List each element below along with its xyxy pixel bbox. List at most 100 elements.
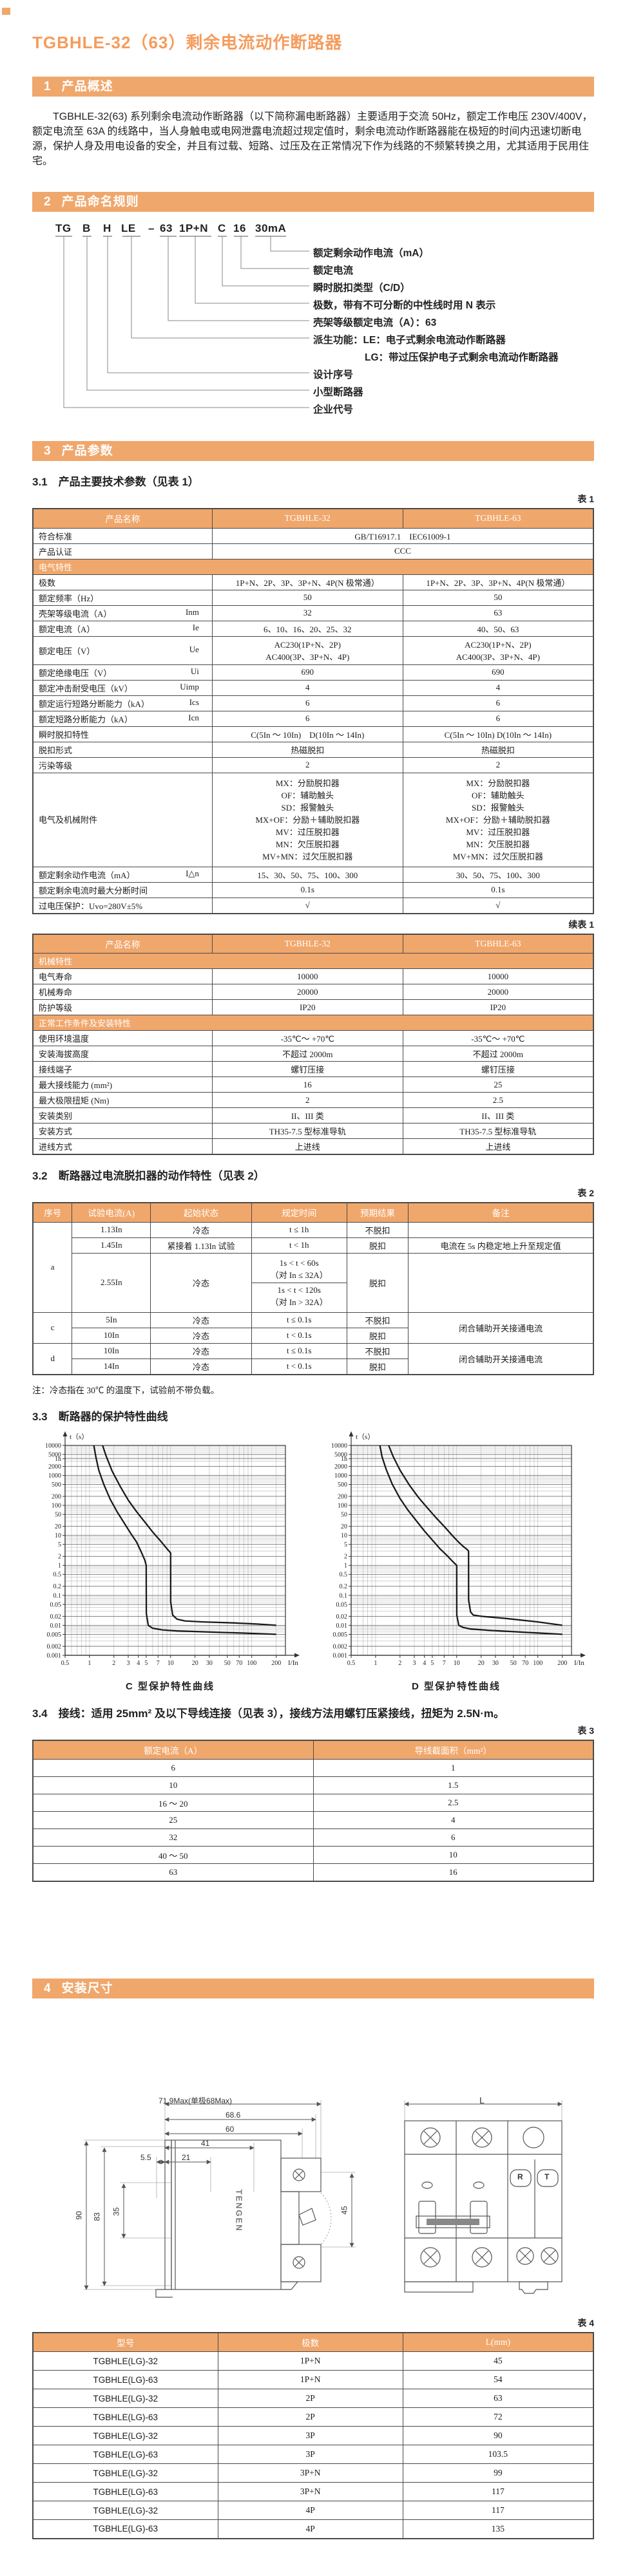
table-cell: 4P [217, 2519, 403, 2539]
cell-text: 90 [494, 2430, 503, 2440]
cell-text: 1.5 [448, 1780, 459, 1790]
table-cell: 6 [211, 695, 403, 711]
cell-text: TGBHLE(LG)-63 [93, 2487, 159, 2497]
table-cell: 不脱扣 [346, 1342, 409, 1359]
cell-text: 10000 [487, 971, 509, 981]
table-cell: 冷态 [150, 1252, 252, 1313]
cell-text: 6 [305, 713, 310, 723]
svg-text:1: 1 [58, 1562, 61, 1569]
svg-text:30: 30 [206, 1660, 213, 1667]
cell-text: 50 [494, 592, 503, 602]
cell-text: TH35-7.5 型标准导轨 [269, 1127, 346, 1136]
cell-text: 2.5 [448, 1798, 459, 1807]
svg-text:200: 200 [271, 1660, 281, 1667]
cell-text: C(5In ～ 10In) D(10In ～ 14In) [251, 729, 365, 740]
cell-text: TGBHLE(LG)-32 [93, 2505, 159, 2515]
cell-text: 使用环境温度 [39, 1034, 90, 1044]
model-code-token: LE [121, 222, 136, 234]
cell-text: 1s < t < 120s （对 In > 32A） [270, 1284, 328, 1307]
c-curve-chart: 10000 5000 1h 2000 1000 500 200 100 50 20 10 5 2 1 0.5… [32, 1430, 308, 1677]
table-cell: 瞬时脱扣特性 [32, 726, 213, 742]
table-cell: 脱扣 [346, 1358, 409, 1375]
table-cell: 额定频率（Hz） [32, 589, 213, 606]
table-cell: 1.13In [72, 1221, 151, 1238]
table-cell: 15、30、50、75、100、300 [211, 866, 403, 883]
cell-text: 上进线 [294, 1142, 320, 1152]
table-cell: 2.55In [72, 1252, 151, 1313]
cell-text: 63 [494, 2393, 503, 2403]
cell-text: t < 1h [289, 1240, 309, 1250]
cell-text: 起始状态 [183, 1208, 218, 1219]
table-cell: 50 [211, 589, 403, 606]
svg-text:0.01: 0.01 [336, 1622, 348, 1629]
table-cell: 14In [72, 1358, 151, 1375]
svg-text:0.1: 0.1 [340, 1592, 348, 1599]
cell-text: 闭合辅助开关接通电流 [459, 1354, 543, 1364]
table-cell: IP20 [211, 999, 403, 1015]
svg-text:5: 5 [344, 1541, 347, 1548]
table-cell: TGBHLE(LG)-63 [32, 2407, 218, 2427]
svg-text:t（s）: t（s） [356, 1433, 374, 1441]
table-cell: 20000 [211, 984, 403, 1000]
table-3: 额定电流（A） 导线截面积（mm²） 6 1 10 1.5 16 ～ 20 2.5 25 4 32 6… [32, 1739, 594, 1882]
brand-mark: TENGEN [234, 2188, 244, 2232]
table-4: 型号 极数 L(mm) TGBHLE(LG)-32 1P+N 45 TGBHLE(LG)-6… [32, 2331, 594, 2539]
cell-text: 6 [171, 1763, 176, 1772]
dim-21: 21 [182, 2152, 191, 2162]
cell-text: 序号 [44, 1208, 62, 1219]
table-cell: AC230(1P+N、2P) AC400(3P、3P+N、4P) [211, 635, 403, 665]
table-cell: 闭合辅助开关接通电流 [408, 1312, 594, 1344]
table-cell: TGBHLE(LG)-32 [32, 2426, 218, 2445]
cell-text: 导线截面积（mm²） [414, 1745, 492, 1756]
table-cell: 4 [402, 679, 594, 696]
dim-45: 45 [340, 2205, 349, 2215]
table-cell: 使用环境温度 [32, 1030, 213, 1046]
d-curve-caption: D 型保护特性曲线 [411, 1680, 501, 1692]
naming-label: LG：带过压保护电子式剩余电流动作断路器 [365, 352, 559, 363]
table-cell: C(5In ～ 10In) D(10In ～ 14In) [402, 726, 594, 742]
table-cell: 1P+N [217, 2370, 403, 2389]
cell-text: 25 [169, 1815, 178, 1825]
table-cell: 6 [32, 1759, 314, 1777]
model-code-token: TG [55, 222, 72, 234]
section-title: 安装尺寸 [61, 1981, 113, 1995]
cell-text: 污染等级 [39, 760, 73, 771]
table-cell: 6 [211, 710, 403, 727]
table-cell: TGBHLE(LG)-32 [32, 2501, 218, 2520]
svg-text:1: 1 [344, 1562, 347, 1569]
table-cell: 序号 [32, 1202, 73, 1223]
cell-text: t ≤ 0.1s [286, 1315, 312, 1324]
table-cell: Ui 额定绝缘电压（V） [32, 664, 213, 681]
svg-text:0.02: 0.02 [336, 1613, 348, 1620]
cell-text: 4P [305, 2523, 315, 2534]
table-cell: 1s < t < 60s （对 In ≤ 32A） 1s < t < 120s （… [251, 1252, 347, 1313]
svg-text:200: 200 [338, 1493, 347, 1500]
svg-text:7: 7 [443, 1660, 446, 1667]
cell-text: 过电压保护：Uvo=280V±5% [39, 901, 143, 911]
model-code-token: 16 [233, 222, 246, 234]
corner-mark [2, 8, 10, 15]
cell-text: 电气及机械附件 [39, 814, 98, 825]
table-cell: 6 [402, 710, 594, 727]
table-cell: TGBHLE(LG)-63 [32, 2482, 218, 2501]
model-code-token: B [82, 222, 91, 234]
table-cell: Uimp 额定冲击耐受电压（kV） [32, 679, 213, 696]
cell-text: 不脱扣 [365, 1315, 390, 1326]
svg-text:5000: 5000 [334, 1451, 347, 1458]
svg-text:500: 500 [338, 1481, 347, 1489]
cell-text: 25 [494, 1079, 503, 1089]
svg-text:0.5: 0.5 [340, 1571, 348, 1578]
table-cell: TGBHLE(LG)-63 [32, 2370, 218, 2389]
cell-text: 冷态 [192, 1225, 209, 1236]
table-cell: TH35-7.5 型标准导轨 [402, 1123, 594, 1139]
cell-text: 额定剩余电流时最大分断时间 [39, 885, 148, 896]
cell-text: 预期结果 [360, 1208, 396, 1219]
table-cell: 冷态 [150, 1221, 252, 1238]
table-cell: 10In [72, 1342, 151, 1359]
cell-text: 4 [495, 682, 501, 692]
naming-label: 派生功能：LE：电子式剩余电流动作断路器 [313, 335, 506, 346]
svg-text:50: 50 [224, 1660, 231, 1667]
table-cell: 54 [402, 2370, 594, 2389]
table-cell: 安装类别 [32, 1107, 213, 1123]
cell-text: 16 ～ 20 [158, 1798, 188, 1809]
